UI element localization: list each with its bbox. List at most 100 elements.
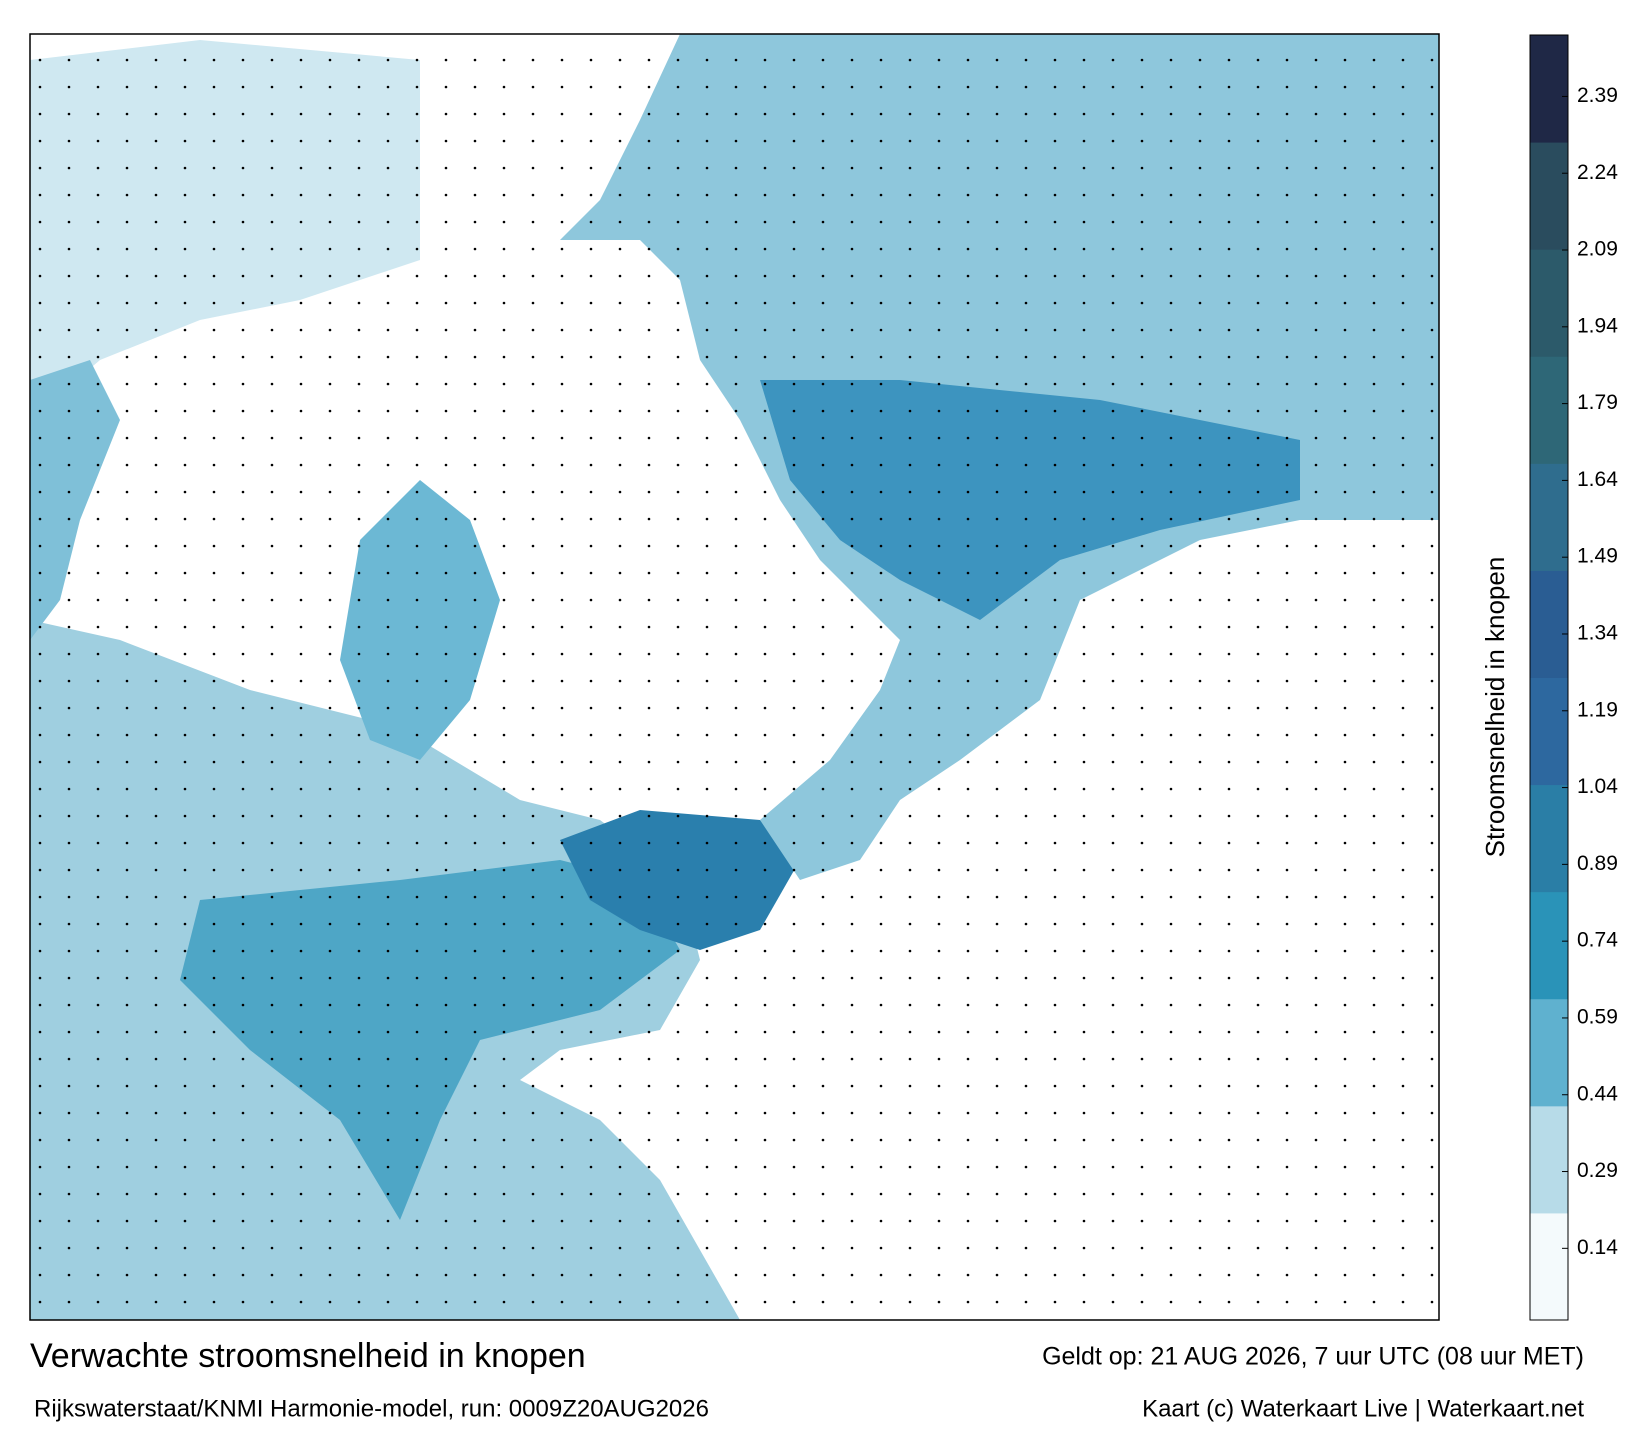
grid-dot (850, 274, 854, 278)
grid-dot (1111, 625, 1115, 629)
grid-dot (299, 355, 303, 359)
grid-dot (270, 841, 274, 845)
grid-dot (1314, 544, 1318, 548)
grid-dot (444, 220, 448, 224)
grid-dot (531, 166, 535, 170)
grid-dot (444, 463, 448, 467)
grid-dot (1285, 1138, 1289, 1142)
grid-dot (966, 463, 970, 467)
grid-dot (1111, 1246, 1115, 1250)
grid-dot (154, 598, 158, 602)
grid-dot (1285, 112, 1289, 116)
grid-dot (1111, 949, 1115, 953)
grid-dot (995, 382, 999, 386)
grid-dot (473, 922, 477, 926)
grid-dot (763, 463, 767, 467)
grid-dot (1024, 976, 1028, 980)
grid-dot (96, 760, 100, 764)
grid-dot (792, 355, 796, 359)
grid-dot (1053, 1192, 1057, 1196)
grid-dot (1430, 301, 1434, 305)
grid-dot (1285, 328, 1289, 332)
grid-dot (1111, 517, 1115, 521)
grid-dot (473, 112, 477, 116)
grid-dot (850, 301, 854, 305)
grid-dot (647, 85, 651, 89)
grid-dot (96, 1138, 100, 1142)
grid-dot (473, 1192, 477, 1196)
grid-dot (386, 895, 390, 899)
grid-dot (821, 58, 825, 62)
grid-dot (908, 1111, 912, 1115)
grid-dot (676, 652, 680, 656)
grid-dot (1430, 382, 1434, 386)
grid-dot (502, 1192, 506, 1196)
grid-dot (966, 193, 970, 197)
grid-dot (212, 274, 216, 278)
grid-dot (38, 598, 42, 602)
grid-dot (386, 1111, 390, 1115)
grid-dot (1372, 868, 1376, 872)
grid-dot (560, 1030, 564, 1034)
grid-dot (415, 733, 419, 737)
grid-dot (879, 868, 883, 872)
grid-dot (473, 1219, 477, 1223)
grid-dot (705, 1300, 709, 1304)
grid-dot (734, 1273, 738, 1277)
grid-dot (850, 490, 854, 494)
grid-dot (386, 301, 390, 305)
grid-dot (357, 1030, 361, 1034)
grid-dot (618, 760, 622, 764)
grid-dot (125, 544, 129, 548)
grid-dot (1082, 436, 1086, 440)
grid-dot (589, 490, 593, 494)
grid-dot (328, 166, 332, 170)
grid-dot (502, 517, 506, 521)
grid-dot (1430, 463, 1434, 467)
grid-dot (560, 679, 564, 683)
grid-dot (357, 220, 361, 224)
grid-dot (618, 355, 622, 359)
grid-dot (415, 1057, 419, 1061)
grid-dot (1401, 760, 1405, 764)
grid-dot (560, 787, 564, 791)
grid-dot (1227, 544, 1231, 548)
grid-dot (328, 58, 332, 62)
grid-dot (1198, 733, 1202, 737)
grid-dot (415, 274, 419, 278)
grid-dot (96, 949, 100, 953)
grid-dot (1024, 814, 1028, 818)
grid-dot (1256, 1165, 1260, 1169)
grid-dot (879, 598, 883, 602)
grid-dot (241, 1030, 245, 1034)
grid-dot (183, 760, 187, 764)
grid-dot (502, 652, 506, 656)
grid-dot (241, 949, 245, 953)
grid-dot (966, 436, 970, 440)
grid-dot (270, 598, 274, 602)
grid-dot (1401, 652, 1405, 656)
grid-dot (1430, 490, 1434, 494)
grid-dot (154, 679, 158, 683)
grid-dot (357, 382, 361, 386)
grid-dot (1198, 1192, 1202, 1196)
grid-dot (96, 922, 100, 926)
grid-dot (386, 1246, 390, 1250)
grid-dot (1285, 1192, 1289, 1196)
grid-dot (1024, 1246, 1028, 1250)
grid-dot (502, 1030, 506, 1034)
grid-dot (879, 112, 883, 116)
grid-dot (1285, 274, 1289, 278)
grid-dot (386, 1003, 390, 1007)
grid-dot (792, 544, 796, 548)
grid-dot (792, 949, 796, 953)
grid-dot (125, 220, 129, 224)
grid-dot (1314, 1084, 1318, 1088)
grid-dot (850, 976, 854, 980)
grid-dot (1372, 787, 1376, 791)
grid-dot (879, 436, 883, 440)
grid-dot (1198, 382, 1202, 386)
grid-dot (821, 841, 825, 845)
grid-dot (357, 1003, 361, 1007)
grid-dot (212, 58, 216, 62)
